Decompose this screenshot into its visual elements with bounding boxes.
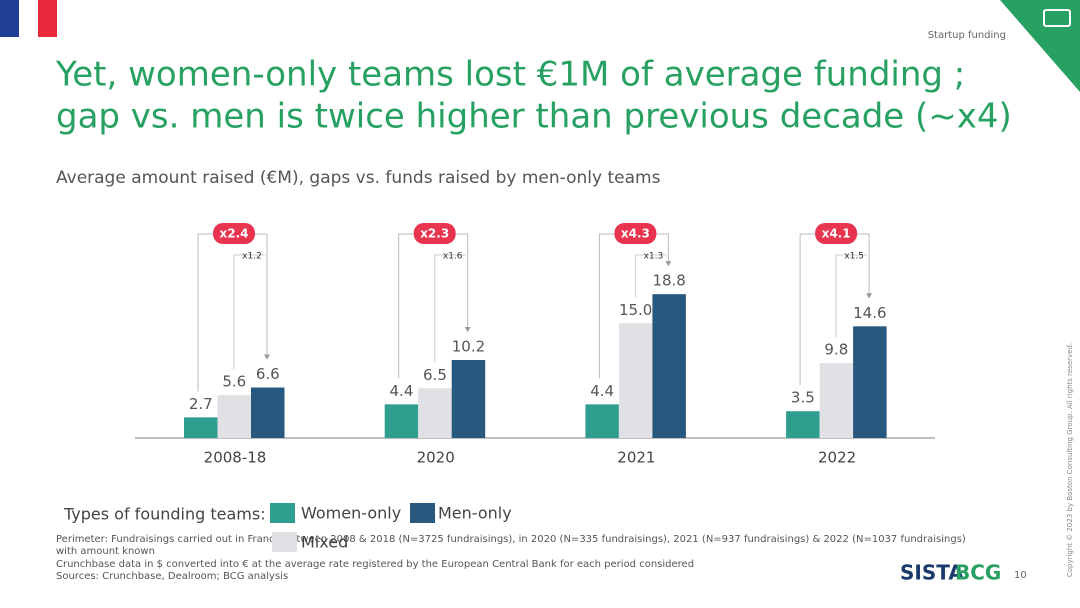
money-icon — [1043, 9, 1071, 27]
gap-mixed-label: x1.6 — [443, 252, 463, 262]
value-label: 18.8 — [652, 272, 685, 290]
section-label: Startup funding — [928, 30, 1006, 41]
bracket — [634, 254, 667, 298]
value-label: 10.2 — [452, 337, 485, 355]
gap-badge — [213, 223, 255, 244]
legend-swatch — [410, 503, 435, 523]
legend-title: Types of founding teams: — [63, 505, 266, 524]
legend-label: Women-only — [301, 504, 401, 523]
bracket — [799, 233, 817, 386]
gap-badge-label: x2.3 — [420, 227, 449, 241]
x-tick-label: 2021 — [617, 449, 655, 467]
gap-mixed-label: x1.5 — [844, 252, 864, 262]
gap-badge — [815, 223, 858, 244]
value-label: 6.6 — [256, 365, 280, 383]
gap-badge-label: x4.1 — [822, 227, 851, 241]
x-tick-label: 2008-18 — [204, 449, 267, 467]
value-label: 4.4 — [590, 382, 614, 400]
bracket — [835, 254, 868, 338]
flag-blue — [0, 0, 19, 37]
logo: SISTA — [900, 561, 964, 585]
bar — [418, 388, 452, 438]
subtitle: Average amount raised (€M), gaps vs. fun… — [56, 168, 661, 188]
bar — [384, 404, 419, 438]
arrow-head — [464, 326, 471, 332]
bracket — [434, 254, 466, 363]
bar — [217, 395, 251, 438]
flag-red — [38, 0, 57, 37]
corner-triangle — [1000, 0, 1080, 92]
bracket — [398, 233, 415, 379]
x-tick-label: 2022 — [818, 449, 856, 467]
bar — [585, 404, 619, 438]
value-label: 3.5 — [791, 389, 815, 407]
bracket — [655, 233, 669, 267]
gap-badge — [413, 223, 456, 244]
title-line: gap vs. men is twice higher than previou… — [56, 97, 1012, 137]
x-tick-label: 2020 — [417, 449, 455, 467]
title-line: Yet, women-only teams lost €1M of averag… — [55, 55, 965, 95]
bracket — [233, 254, 265, 370]
gap-mixed-label: x1.3 — [644, 252, 664, 262]
value-label: 5.6 — [222, 373, 246, 391]
bar — [652, 294, 686, 438]
footnote: Sources: Crunchbase, Dealroom; BCG analy… — [56, 571, 288, 582]
value-label: 14.6 — [853, 304, 886, 322]
arrow-head — [665, 261, 672, 267]
bar — [819, 363, 854, 438]
bar — [251, 387, 285, 438]
gap-badge-label: x2.4 — [220, 227, 249, 241]
flag-white — [19, 0, 38, 37]
bar — [786, 411, 820, 438]
bracket — [197, 233, 214, 392]
value-label: 2.7 — [189, 395, 213, 413]
bar — [451, 359, 486, 438]
bracket — [598, 233, 616, 379]
copyright: Copyright © 2023 by Boston Consulting Gr… — [1066, 343, 1074, 577]
legend-label: Mixed — [301, 533, 348, 552]
arrow-head — [866, 293, 873, 299]
gap-badge-label: x4.3 — [621, 227, 650, 241]
legend-swatch — [272, 532, 297, 552]
legend-label: Men-only — [438, 504, 512, 523]
bar — [853, 326, 887, 438]
value-label: 9.8 — [824, 341, 848, 359]
bracket — [454, 233, 469, 332]
footnote: Perimeter: Fundraisings carried out in F… — [56, 534, 966, 545]
footnote: Crunchbase data in $ converted into € at… — [56, 559, 694, 570]
value-label: 4.4 — [390, 382, 414, 400]
value-label: 15.0 — [619, 301, 652, 319]
footnote: with amount known — [56, 546, 155, 557]
bar — [184, 417, 218, 438]
gap-badge — [614, 223, 657, 244]
bracket — [254, 233, 268, 360]
arrow-head — [264, 354, 270, 360]
logo: BCG — [955, 561, 1001, 585]
gap-mixed-label: x1.2 — [242, 252, 262, 262]
bracket — [856, 233, 870, 299]
page-number: 10 — [1014, 570, 1027, 581]
bar — [618, 323, 653, 438]
value-label: 6.5 — [423, 366, 447, 384]
legend-swatch — [270, 503, 295, 523]
